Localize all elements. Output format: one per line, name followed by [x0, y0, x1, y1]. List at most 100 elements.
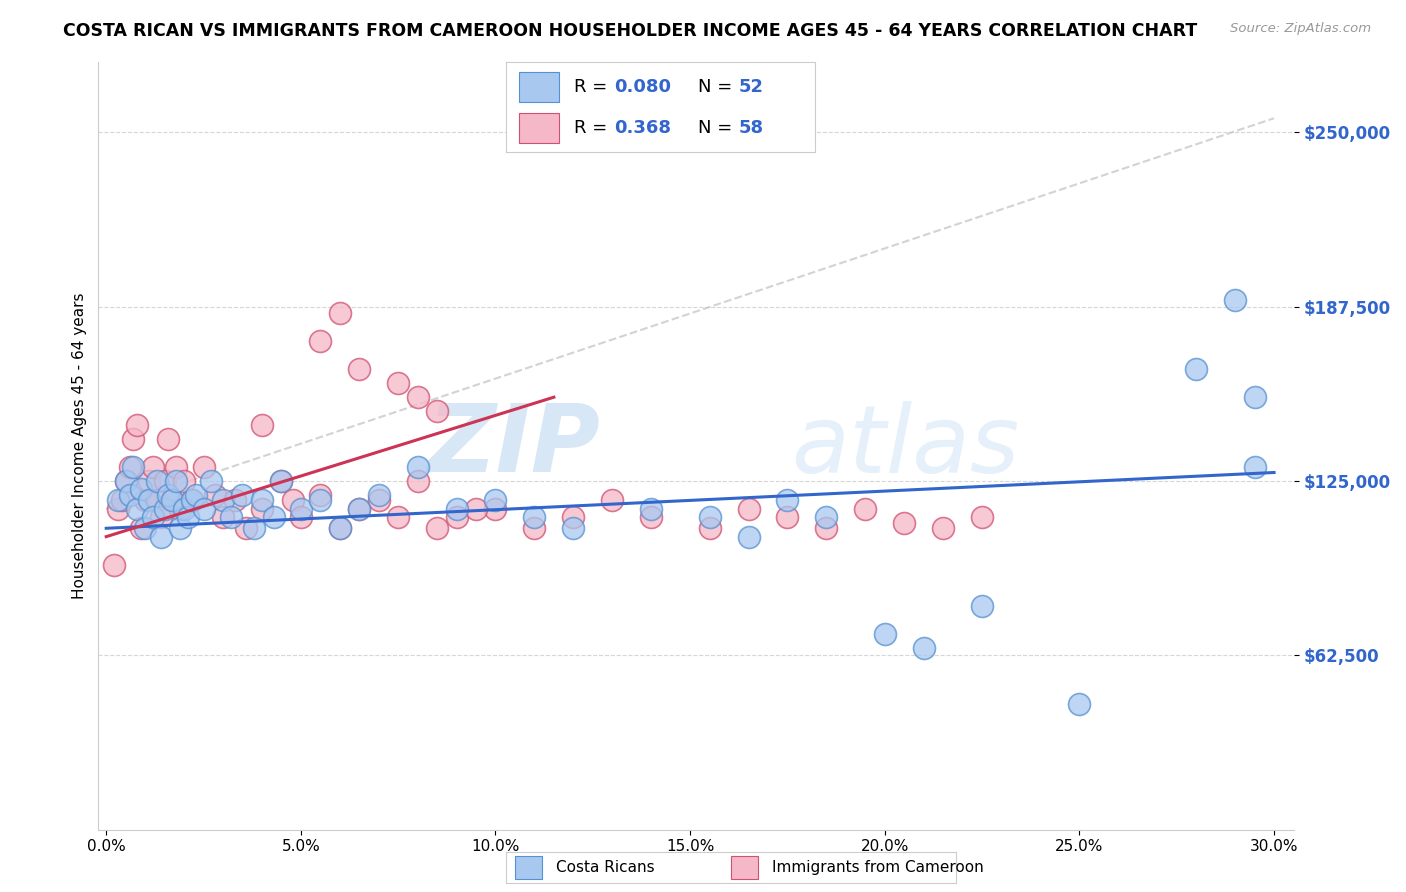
FancyBboxPatch shape: [731, 855, 758, 880]
Point: [465, 501, 488, 516]
Point: [129, 521, 152, 535]
Point: [173, 474, 195, 488]
Point: [173, 501, 195, 516]
Point: [699, 510, 721, 524]
Point: [873, 627, 896, 641]
Point: [243, 521, 266, 535]
Point: [426, 521, 449, 535]
Point: [640, 501, 662, 516]
Text: 0.368: 0.368: [614, 119, 672, 136]
Point: [263, 510, 285, 524]
FancyBboxPatch shape: [519, 72, 558, 102]
Text: N =: N =: [697, 78, 738, 95]
Point: [138, 474, 160, 488]
Point: [329, 521, 352, 535]
Point: [562, 521, 585, 535]
Point: [484, 501, 506, 516]
Point: [290, 510, 312, 524]
Point: [169, 501, 191, 516]
Point: [1223, 293, 1246, 307]
Point: [142, 459, 165, 474]
Point: [349, 362, 371, 376]
Point: [122, 459, 145, 474]
FancyBboxPatch shape: [519, 113, 558, 143]
Point: [406, 390, 429, 404]
Point: [250, 501, 273, 516]
Point: [165, 459, 187, 474]
Point: [815, 510, 838, 524]
Point: [912, 641, 935, 656]
Point: [107, 493, 129, 508]
Point: [212, 510, 235, 524]
Point: [129, 482, 152, 496]
Point: [235, 521, 257, 535]
Point: [426, 404, 449, 418]
Point: [180, 493, 202, 508]
Text: Costa Ricans: Costa Ricans: [555, 860, 654, 875]
Point: [815, 521, 838, 535]
Text: atlas: atlas: [792, 401, 1019, 491]
Point: [972, 510, 994, 524]
Point: [776, 510, 799, 524]
Point: [162, 493, 184, 508]
Point: [484, 493, 506, 508]
Point: [193, 459, 215, 474]
Text: Immigrants from Cameroon: Immigrants from Cameroon: [772, 860, 983, 875]
Point: [250, 418, 273, 433]
Point: [118, 488, 141, 502]
Point: [165, 474, 187, 488]
Text: 0.080: 0.080: [614, 78, 672, 95]
Point: [149, 510, 172, 524]
Text: R =: R =: [574, 78, 613, 95]
Point: [118, 459, 141, 474]
Text: 52: 52: [738, 78, 763, 95]
Point: [153, 474, 176, 488]
Point: [180, 493, 202, 508]
Point: [853, 501, 876, 516]
FancyBboxPatch shape: [515, 855, 543, 880]
Point: [1243, 459, 1265, 474]
Point: [177, 510, 200, 524]
Point: [1069, 697, 1091, 711]
Point: [219, 510, 242, 524]
Point: [600, 493, 623, 508]
Point: [193, 501, 215, 516]
Y-axis label: Householder Income Ages 45 - 64 years: Householder Income Ages 45 - 64 years: [72, 293, 87, 599]
Point: [169, 521, 191, 535]
Point: [157, 488, 180, 502]
Point: [387, 510, 409, 524]
Point: [1243, 390, 1265, 404]
Point: [367, 493, 389, 508]
Point: [309, 493, 332, 508]
Point: [114, 474, 136, 488]
Point: [329, 306, 352, 320]
Text: Source: ZipAtlas.com: Source: ZipAtlas.com: [1230, 22, 1371, 36]
Point: [146, 474, 169, 488]
Point: [737, 501, 759, 516]
Point: [367, 488, 389, 502]
Point: [406, 459, 429, 474]
Point: [250, 493, 273, 508]
Point: [523, 510, 546, 524]
Text: ZIP: ZIP: [427, 400, 600, 492]
Point: [776, 493, 799, 508]
Point: [157, 432, 180, 446]
Point: [153, 501, 176, 516]
Point: [127, 418, 149, 433]
Point: [231, 488, 253, 502]
Text: COSTA RICAN VS IMMIGRANTS FROM CAMEROON HOUSEHOLDER INCOME AGES 45 - 64 YEARS CO: COSTA RICAN VS IMMIGRANTS FROM CAMEROON …: [63, 22, 1198, 40]
Point: [309, 488, 332, 502]
Text: N =: N =: [697, 119, 738, 136]
Point: [138, 493, 160, 508]
Point: [204, 488, 226, 502]
Point: [1185, 362, 1208, 376]
Point: [699, 521, 721, 535]
Point: [200, 474, 222, 488]
Point: [162, 493, 184, 508]
Point: [290, 501, 312, 516]
Point: [127, 501, 149, 516]
Point: [387, 376, 409, 391]
Point: [406, 474, 429, 488]
Point: [270, 474, 292, 488]
Text: R =: R =: [574, 119, 613, 136]
